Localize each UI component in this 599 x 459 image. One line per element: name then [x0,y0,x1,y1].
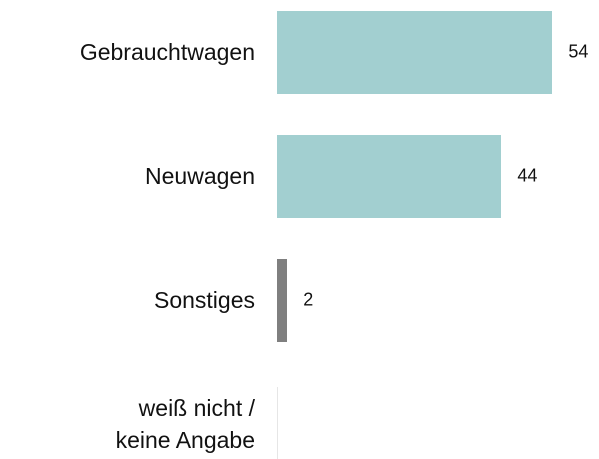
bar [277,134,502,218]
category-label: weiß nicht / keine Angabe [115,395,255,453]
value-label: 2 [303,289,314,310]
baseline [277,387,278,459]
value-label: 44 [517,165,538,186]
category-label: Gebrauchtwagen [79,39,255,65]
bar [277,10,553,94]
value-label: 54 [568,41,589,62]
bar [277,258,288,342]
category-label: Sonstiges [153,287,255,313]
category-label: Neuwagen [145,163,255,189]
